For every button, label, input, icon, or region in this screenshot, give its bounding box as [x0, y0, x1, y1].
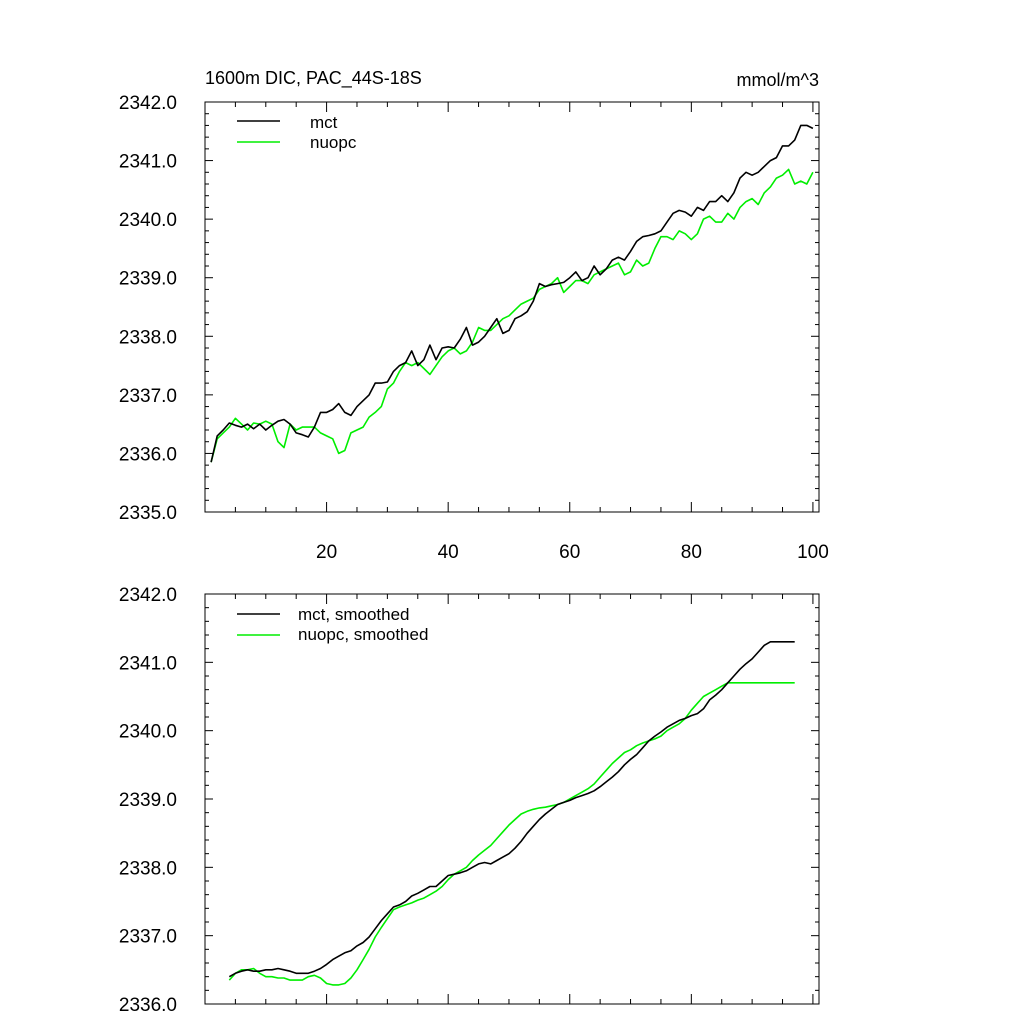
legend-label-nuopc-smoothed: nuopc, smoothed	[298, 625, 428, 644]
x-tick-label: 80	[681, 542, 702, 563]
axis-ticks-bottom: 2336.0 2337.0 2338.0 2339.0 2340.0 2341.0 2342…	[119, 585, 819, 1016]
y-tick-label: 2341.0	[119, 653, 177, 674]
y-tick-label: 2337.0	[119, 927, 177, 948]
axis-ticks-top: 2335.0 2336.0 2337.0 2338.0 2339.0 2340.0 2341…	[119, 93, 829, 563]
series-line-nuopc-smoothed	[228, 681, 795, 986]
chart-panel-top: 1600m DIC, PAC_44S-18S mmol/m^3 2335.023…	[119, 68, 829, 563]
series-lines-top	[210, 124, 814, 463]
x-tick-label: 20	[316, 542, 337, 563]
y-tick-label: 2339.0	[119, 269, 177, 290]
chart-title: 1600m DIC, PAC_44S-18S	[205, 68, 422, 89]
legend-bottom: mct, smoothed nuopc, smoothed	[237, 605, 428, 644]
y-tick-label: 2341.0	[119, 152, 177, 173]
x-tick-label: 100	[797, 542, 829, 563]
x-tick-label: 60	[559, 542, 580, 563]
y-tick-label: 2338.0	[119, 327, 177, 348]
legend-label-mct-smoothed: mct, smoothed	[298, 605, 410, 624]
plot-frame-bottom	[204, 593, 820, 1005]
y-tick-label: 2335.0	[119, 503, 177, 524]
y-tick-label: 2336.0	[119, 444, 177, 465]
y-tick-label: 2342.0	[119, 93, 177, 114]
y-tick-label: 2339.0	[119, 790, 177, 811]
series-lines-bottom	[228, 640, 795, 986]
series-line-nuopc	[210, 168, 814, 463]
legend-label-nuopc: nuopc	[310, 133, 357, 152]
plot-frame-top	[204, 101, 820, 513]
series-line-mct	[210, 124, 814, 463]
y-tick-label: 2337.0	[119, 386, 177, 407]
y-tick-label: 2342.0	[119, 585, 177, 606]
chart-panel-bottom: 2336.0 2337.0 2338.0 2339.0 2340.0 2341.0 2342…	[119, 585, 820, 1016]
series-line-mct-smoothed	[228, 640, 795, 978]
x-tick-label: 40	[438, 542, 459, 563]
y-tick-label: 2340.0	[119, 210, 177, 231]
legend-top: mct nuopc	[237, 113, 357, 152]
legend-label-mct: mct	[310, 113, 338, 132]
y-tick-label: 2336.0	[119, 995, 177, 1016]
y-tick-label: 2340.0	[119, 722, 177, 743]
chart-units: mmol/m^3	[737, 70, 819, 90]
y-tick-label: 2338.0	[119, 858, 177, 879]
